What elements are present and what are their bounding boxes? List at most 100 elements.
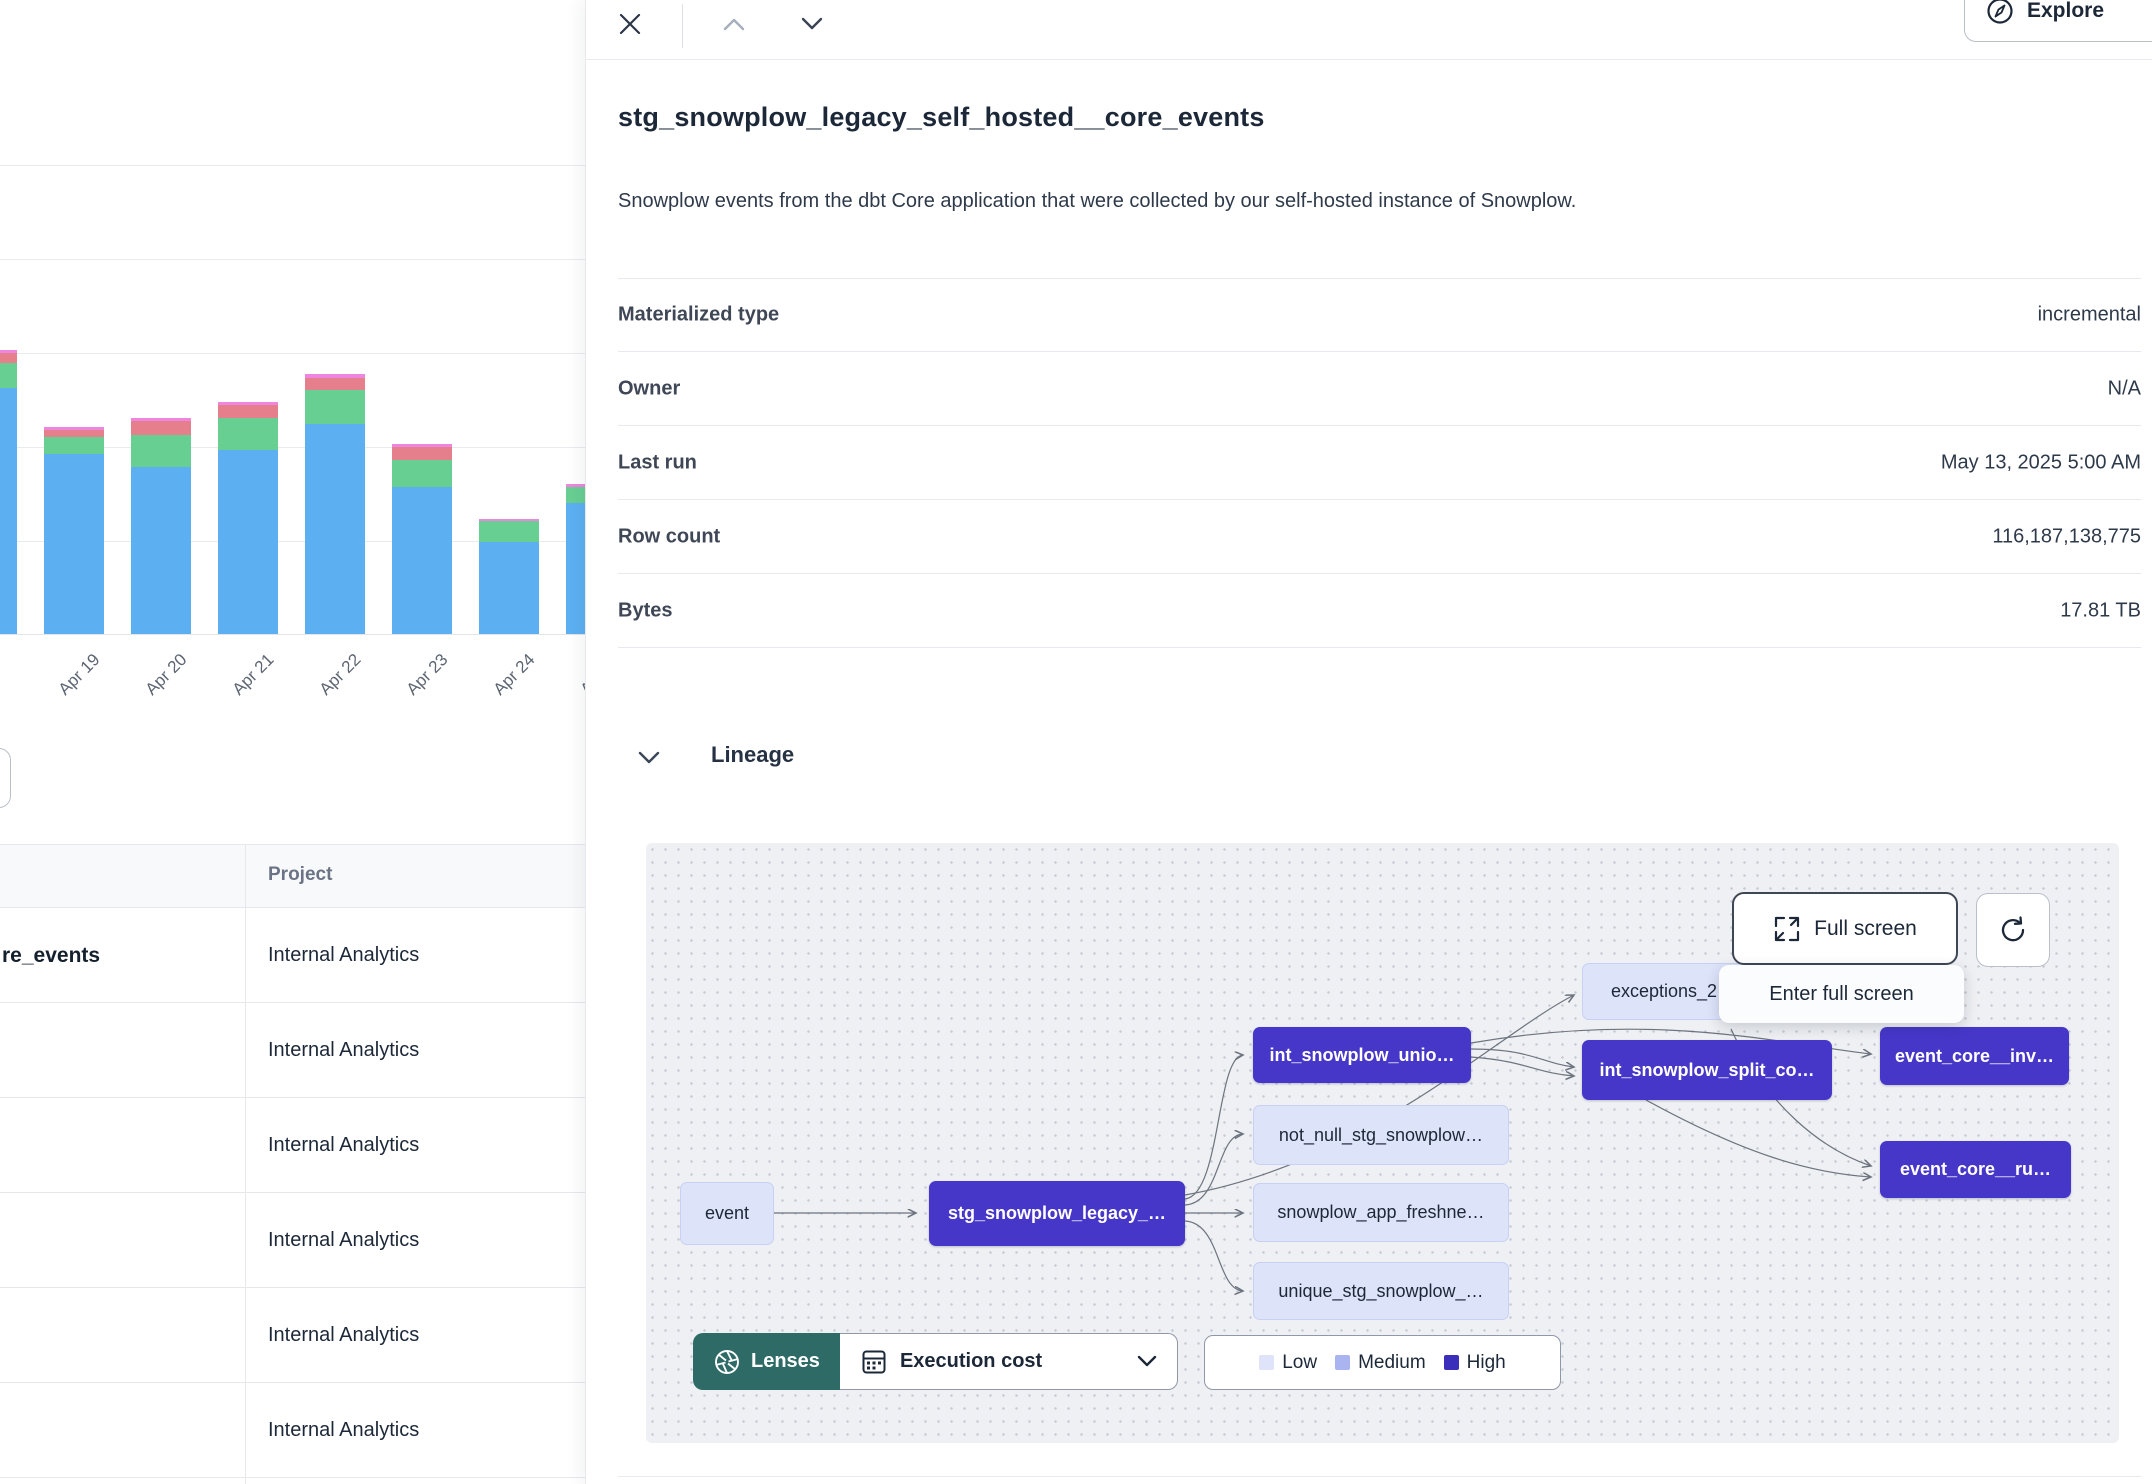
lineage-node-app_fresh[interactable]: snowplow_app_freshne… — [1253, 1183, 1509, 1242]
lineage-node-event[interactable]: event — [680, 1182, 774, 1245]
table-row[interactable]: Internal Analytics — [0, 1193, 586, 1288]
meta-label: Bytes — [618, 599, 673, 621]
refresh-button[interactable] — [1976, 893, 2050, 967]
lineage-graph-canvas[interactable]: event stg_snowplow_legacy_… int_snowplow_u… — [646, 843, 2119, 1443]
chevron-up-icon — [723, 18, 745, 31]
bar-segment-blue — [218, 450, 278, 634]
legend-item: Low — [1259, 1352, 1317, 1374]
x-axis-label: Apr 19 — [54, 650, 104, 699]
bar-segment-pink — [218, 402, 278, 405]
project-cell: Internal Analytics — [268, 1419, 420, 1441]
lineage-node-unique[interactable]: unique_stg_snowplow_… — [1253, 1262, 1509, 1320]
meta-label: Row count — [618, 525, 721, 547]
meta-row: Row count 116,187,138,775 — [618, 500, 2141, 574]
bar-segment-blue — [566, 503, 586, 634]
compass-icon — [1987, 0, 2013, 24]
table-row[interactable]: Internal Analytics — [0, 1383, 586, 1478]
bar-segment-green — [566, 487, 586, 503]
lineage-node-int_unio[interactable]: int_snowplow_unio… — [1253, 1027, 1471, 1083]
lens-selector-dropdown[interactable]: Execution cost — [839, 1333, 1178, 1390]
legend-label: Medium — [1358, 1351, 1426, 1373]
table-row[interactable]: Internal Analytics — [0, 1003, 586, 1098]
model-description: Snowplow events from the dbt Core applic… — [618, 190, 1577, 212]
model-detail-drawer: Explore stg_snowplow_legacy_self_hosted_… — [585, 0, 2152, 1484]
lenses-control: Lenses Execution cost — [693, 1333, 1178, 1390]
clipped-button-fragment[interactable] — [0, 748, 11, 808]
meta-label: Last run — [618, 451, 697, 473]
close-button[interactable] — [610, 4, 650, 44]
aperture-icon — [715, 1349, 739, 1374]
calculator-icon — [862, 1350, 886, 1373]
project-cell: Internal Analytics — [268, 1134, 420, 1156]
project-cell: Internal Analytics — [268, 1039, 420, 1061]
lineage-node-ev_core_ru[interactable]: event_core__ru… — [1880, 1141, 2071, 1198]
meta-row: Materialized type incremental — [618, 278, 2141, 352]
meta-value: May 13, 2025 5:00 AM — [1940, 451, 2141, 473]
meta-value: 116,187,138,775 — [1992, 525, 2141, 547]
legend-label: High — [1466, 1351, 1506, 1373]
lineage-node-not_null[interactable]: not_null_stg_snowplow… — [1253, 1105, 1509, 1165]
lenses-button[interactable]: Lenses — [693, 1333, 840, 1390]
x-axis-label: Apr 24 — [489, 650, 539, 699]
chart-baseline — [0, 634, 586, 635]
lineage-section-title: Lineage — [711, 742, 795, 767]
expand-icon — [1775, 916, 1800, 941]
bar-segment-red — [392, 447, 452, 460]
bar-segment-blue — [392, 487, 452, 634]
x-axis-label: Apr 20 — [141, 650, 191, 699]
chart-gridline — [0, 165, 586, 166]
chart-gridline — [0, 541, 586, 542]
lineage-edge — [1184, 1055, 1243, 1200]
lineage-edge — [1184, 1134, 1243, 1206]
project-column-header: Project — [268, 864, 333, 885]
models-table: Project re_events Internal Analytics Inter… — [0, 844, 586, 1484]
next-item-button[interactable] — [792, 4, 832, 44]
table-row[interactable]: Internal Analytics — [0, 1098, 586, 1193]
legend-swatch — [1259, 1355, 1275, 1370]
fullscreen-button-label: Full screen — [1814, 916, 1917, 940]
lineage-node-exceptions[interactable]: exceptions_2 — [1582, 963, 1746, 1020]
fullscreen-button[interactable]: Full screen — [1732, 892, 1958, 965]
toolbar-divider — [682, 4, 683, 48]
refresh-icon — [2001, 916, 2025, 942]
lineage-edge — [1184, 995, 1574, 1196]
lenses-button-label: Lenses — [751, 1350, 820, 1372]
section-divider — [618, 1476, 2141, 1477]
drawer-toolbar: Explore — [586, 0, 2152, 60]
lineage-node-int_split[interactable]: int_snowplow_split_co… — [1582, 1040, 1832, 1100]
bar-segment-blue — [131, 467, 191, 634]
model-title: stg_snowplow_legacy_self_hosted__core_ev… — [618, 102, 1265, 132]
lineage-collapse-button[interactable] — [636, 742, 668, 774]
lens-selector-value: Execution cost — [899, 1350, 1043, 1372]
meta-row: Owner N/A — [618, 352, 2141, 426]
meta-row: Last run May 13, 2025 5:00 AM — [618, 426, 2141, 500]
bar-segment-pink — [479, 519, 539, 521]
bar-segment-red — [218, 405, 278, 418]
bar-segment-red — [0, 353, 17, 363]
chart-gridline — [0, 353, 586, 354]
x-axis-label: Apr 23 — [402, 650, 452, 699]
bar-segment-green — [218, 418, 278, 450]
lineage-node-ev_core_inv[interactable]: event_core__inv… — [1880, 1027, 2069, 1085]
chevron-down-icon — [638, 751, 660, 764]
x-axis-label: Apr 22 — [315, 650, 365, 699]
table-row[interactable]: re_events Internal Analytics — [0, 908, 586, 1003]
bar-segment-red — [131, 421, 191, 435]
bar-segment-blue — [0, 388, 17, 634]
table-row[interactable]: Internal Analytics — [0, 1288, 586, 1383]
previous-item-button[interactable] — [714, 4, 754, 44]
meta-value: N/A — [2107, 377, 2141, 399]
meta-value: incremental — [2037, 303, 2141, 326]
explore-button[interactable]: Explore — [1964, 0, 2152, 42]
lineage-node-stg[interactable]: stg_snowplow_legacy_… — [929, 1181, 1185, 1246]
bar-segment-pink — [131, 418, 191, 421]
close-icon — [619, 13, 641, 35]
table-column-divider — [245, 845, 246, 1484]
chevron-down-icon — [801, 17, 823, 30]
meta-value: 17.81 TB — [2060, 599, 2141, 621]
model-name-cell: re_events — [2, 944, 101, 967]
meta-label: Materialized type — [618, 303, 780, 326]
legend-label: Low — [1282, 1351, 1318, 1373]
meta-label: Owner — [618, 377, 681, 399]
